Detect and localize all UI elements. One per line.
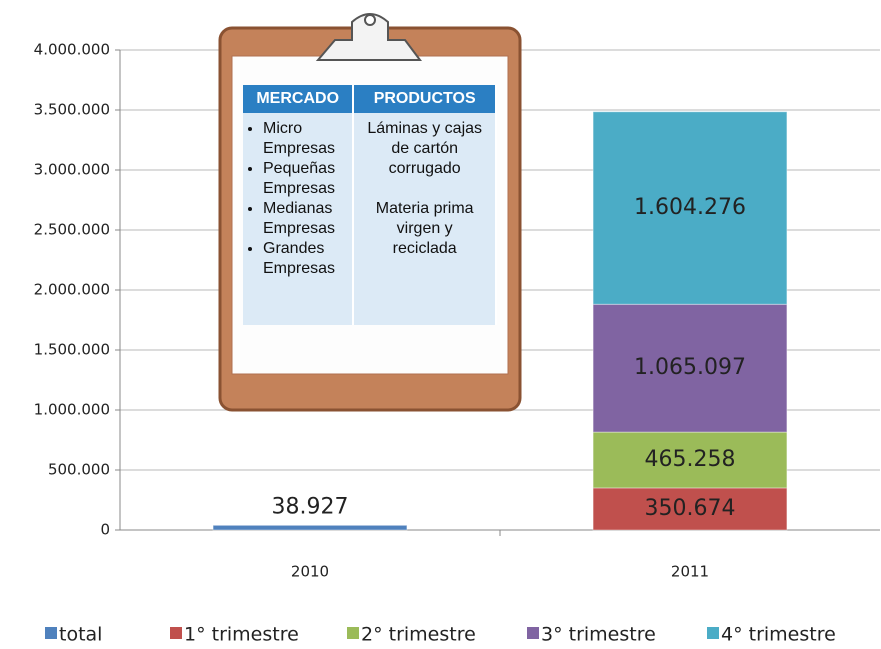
- clipboard-hole: [364, 14, 376, 26]
- bar-segment: [592, 431, 788, 489]
- value-label: 350.674: [645, 496, 736, 521]
- x-tick-label: 2011: [671, 563, 709, 581]
- table-header: PRODUCTOS: [353, 85, 497, 113]
- table-header: MERCADO: [243, 85, 355, 113]
- bar-segment: [592, 111, 788, 305]
- clipboard-clip: [315, 13, 422, 61]
- market-item: Pequeñas Empresas: [263, 159, 348, 199]
- market-item: Medianas Empresas: [263, 199, 348, 239]
- clipboard-content: MERCADO PRODUCTOS Micro Empresas Pequeña…: [243, 85, 499, 335]
- legend-swatch: [527, 627, 539, 639]
- x-tick-label: 2010: [291, 563, 329, 581]
- y-tick-label: 2.500.000: [34, 221, 110, 239]
- bar-segment: [592, 487, 788, 531]
- y-tick-label: 3.500.000: [34, 101, 110, 119]
- y-tick-label: 2.000.000: [34, 281, 110, 299]
- clipboard: MERCADO PRODUCTOS Micro Empresas Pequeña…: [220, 14, 520, 410]
- market-cell: Micro Empresas Pequeñas Empresas Mediana…: [243, 113, 355, 325]
- legend-label: 4° trimestre: [721, 624, 836, 646]
- products-cell: Láminas y cajas de cartón corrugado Mate…: [353, 113, 497, 325]
- y-tick-label: 3.000.000: [34, 161, 110, 179]
- legend-label: total: [59, 624, 102, 646]
- legend-label: 1° trimestre: [184, 624, 299, 646]
- value-label: 1.604.276: [634, 195, 746, 220]
- y-tick-label: 1.500.000: [34, 341, 110, 359]
- market-item: Micro Empresas: [263, 119, 348, 159]
- legend-swatch: [707, 627, 719, 639]
- legend-label: 3° trimestre: [541, 624, 656, 646]
- product-item: Láminas y cajas de cartón corrugado: [367, 120, 483, 177]
- legend-swatch: [45, 627, 57, 639]
- value-label: 1.065.097: [634, 355, 746, 380]
- market-list: Micro Empresas Pequeñas Empresas Mediana…: [247, 119, 348, 279]
- market-item: Grandes Empresas: [263, 239, 348, 279]
- y-tick-label: 1.000.000: [34, 401, 110, 419]
- bar-segment: [212, 524, 408, 531]
- y-tick-label: 4.000.000: [34, 41, 110, 59]
- bars: 2010 38.927 2011 350.674 465.258 1.065.097 1.6…: [45, 111, 836, 646]
- y-tick-label: 500.000: [48, 461, 110, 479]
- product-item: Materia prima virgen y reciclada: [375, 200, 474, 257]
- legend-swatch: [170, 627, 182, 639]
- value-label: 38.927: [272, 494, 349, 519]
- clipboard-table: MERCADO PRODUCTOS Micro Empresas Pequeña…: [243, 85, 497, 325]
- bar-segment: [592, 303, 788, 433]
- y-tick-label: 0: [100, 521, 110, 539]
- legend-swatch: [347, 627, 359, 639]
- legend-label: 2° trimestre: [361, 624, 476, 646]
- value-label: 465.258: [645, 447, 736, 472]
